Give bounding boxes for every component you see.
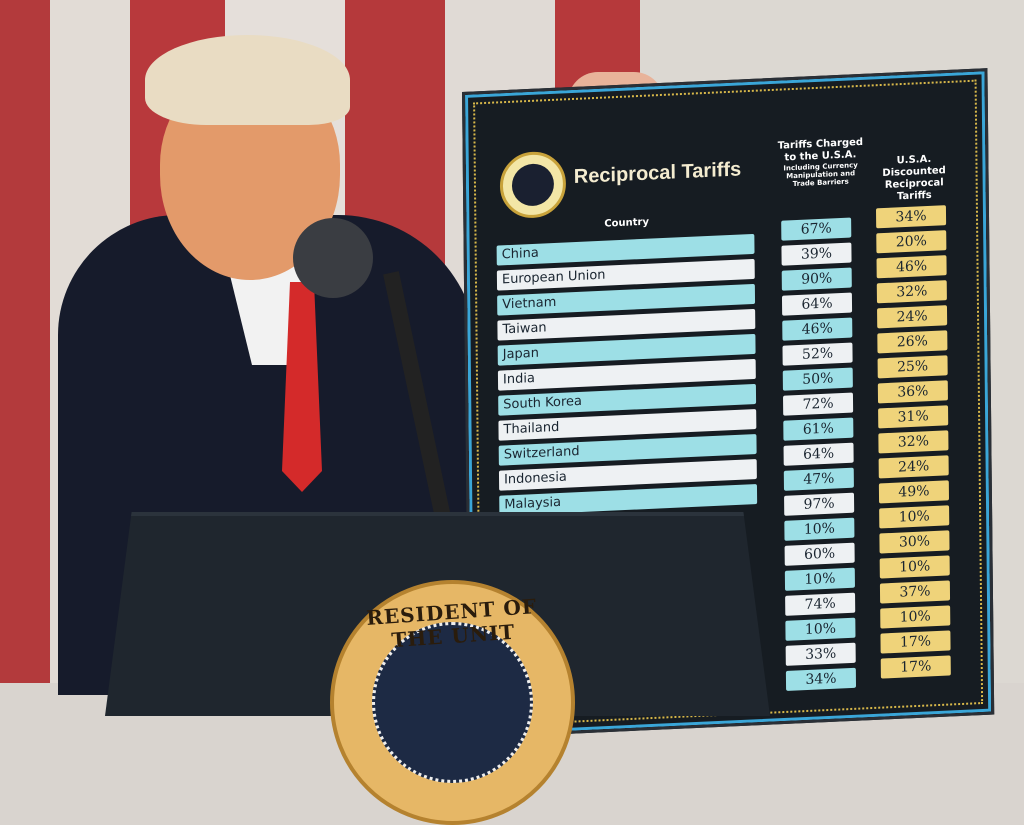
charged-value: 46% — [782, 317, 853, 341]
discounted-value: 10% — [880, 605, 951, 629]
discounted-value: 24% — [877, 305, 948, 329]
discounted-value: 36% — [877, 380, 948, 404]
discounted-value: 31% — [878, 405, 949, 429]
discounted-value: 49% — [878, 480, 950, 504]
discounted-value: 20% — [876, 230, 947, 254]
red-tie — [282, 282, 322, 492]
discounted-value: 17% — [880, 630, 951, 654]
hair — [145, 35, 350, 125]
charged-value: 67% — [781, 217, 852, 241]
charged-value: 90% — [781, 267, 852, 291]
charged-value: 97% — [784, 492, 855, 516]
charged-value: 52% — [782, 342, 853, 366]
charged-value: 47% — [783, 467, 854, 491]
discounted-value: 26% — [877, 330, 948, 354]
discounted-value: 37% — [879, 580, 951, 604]
charged-value: 72% — [783, 392, 854, 416]
discounted-value: 32% — [878, 430, 949, 454]
discounted-value: 32% — [876, 280, 947, 304]
charged-header-sub: Including Currency Manipulation and Trad… — [783, 161, 858, 189]
charged-value: 64% — [781, 292, 853, 316]
charged-value: 61% — [783, 417, 854, 441]
charged-value: 10% — [784, 567, 855, 591]
charged-header: Tariffs Charged to the U.S.A. Including … — [775, 137, 865, 189]
charged-value: 10% — [785, 617, 856, 641]
discounted-value: 25% — [877, 355, 948, 379]
discounted-value: 10% — [879, 505, 950, 529]
charged-header-title: Tariffs Charged to the U.S.A. — [777, 136, 864, 164]
discounted-header: U.S.A. Discounted Reciprocal Tariffs — [882, 153, 946, 203]
charged-value: 34% — [785, 667, 857, 691]
charged-value: 50% — [782, 367, 853, 391]
charged-value: 74% — [785, 592, 856, 616]
discounted-value: 17% — [880, 655, 951, 679]
microphone — [293, 218, 373, 298]
flag-stripe — [0, 0, 50, 683]
discounted-value: 46% — [876, 255, 947, 279]
country-header: Country — [604, 216, 650, 230]
discounted-value: 24% — [878, 455, 949, 479]
discounted-value: 30% — [879, 530, 950, 554]
charged-value: 60% — [784, 542, 855, 566]
discounted-value: 10% — [879, 555, 950, 579]
charged-value: 64% — [783, 442, 854, 466]
charged-value: 33% — [785, 642, 856, 666]
charged-value: 10% — [784, 517, 855, 541]
discounted-value: 34% — [875, 205, 947, 229]
charged-value: 39% — [781, 242, 852, 266]
